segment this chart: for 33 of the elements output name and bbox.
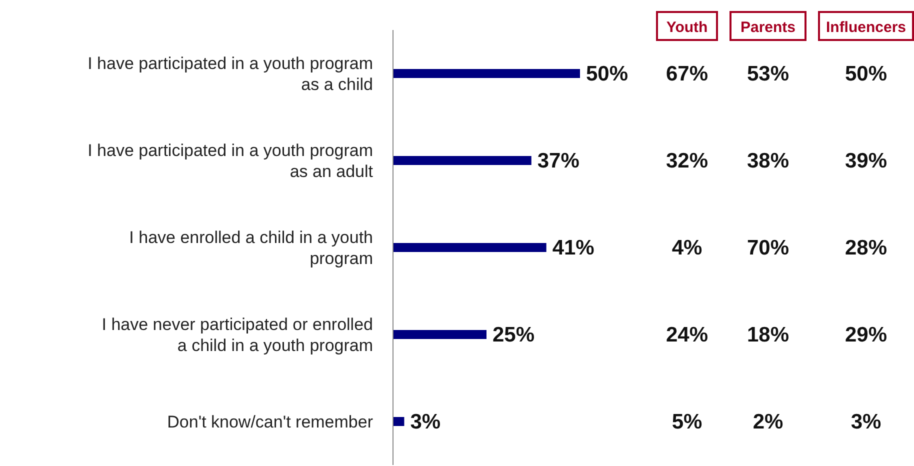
- data-label: 18%: [746, 324, 790, 346]
- data-label: 41%: [552, 236, 595, 260]
- bar: [393, 330, 486, 339]
- bar: [393, 243, 546, 252]
- x-tick-label: Influencers: [826, 19, 906, 36]
- data-label: 25%: [492, 324, 535, 346]
- data-label: 32%: [666, 150, 708, 172]
- bar: [393, 69, 580, 78]
- data-label: 3%: [410, 410, 441, 434]
- x-tick-label: Youth: [666, 19, 708, 36]
- y-tick-label: I have enrolled a child in a youth program: [129, 228, 373, 268]
- data-label: 38%: [746, 150, 790, 172]
- data-label: 70%: [746, 236, 790, 260]
- data-label: 3%: [850, 410, 882, 434]
- data-label: 24%: [666, 324, 708, 346]
- data-label: 50%: [586, 62, 628, 86]
- bar: [393, 156, 532, 165]
- data-label: 5%: [672, 410, 702, 434]
- x-tick-label: Parents: [740, 19, 796, 36]
- data-label: 28%: [844, 236, 888, 260]
- data-label: 39%: [844, 150, 888, 172]
- data-label: 67%: [666, 62, 708, 86]
- y-tick-label: I have participated in a youth program as a child: [88, 54, 373, 94]
- y-tick-label: I have never participated or enrolled a child in a youth program: [102, 315, 373, 355]
- data-label: 37%: [537, 150, 580, 172]
- data-label: 4%: [672, 236, 702, 260]
- y-tick-label: I have participated in a youth program as an adult: [88, 141, 374, 181]
- data-label: 53%: [746, 62, 790, 86]
- y-tick-label: Don't know/can't remember: [167, 412, 374, 432]
- data-label: 29%: [844, 324, 888, 346]
- bar: [393, 417, 404, 426]
- data-label: 50%: [844, 62, 888, 86]
- data-label: 2%: [752, 410, 784, 434]
